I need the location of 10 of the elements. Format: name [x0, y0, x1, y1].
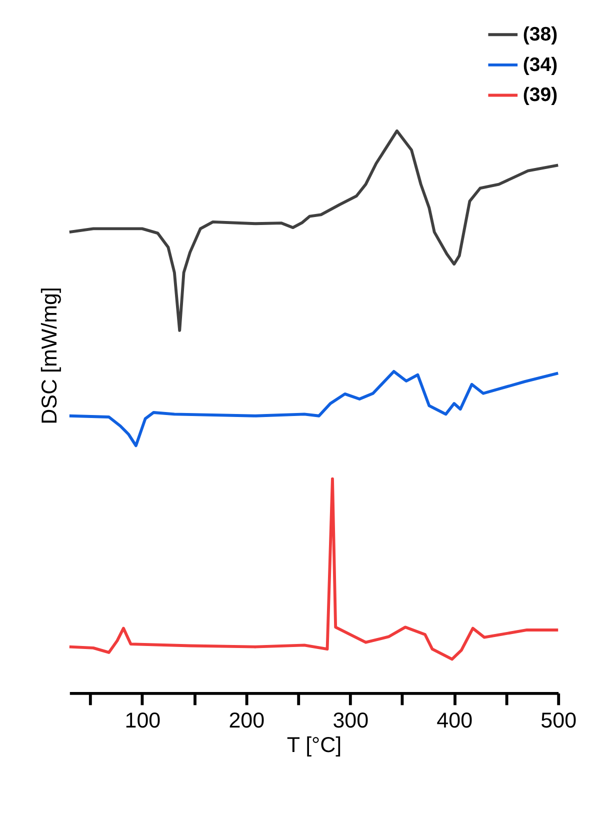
x-tick-label: 200 — [228, 708, 265, 733]
y-axis-title: DSC [mW/mg] — [38, 287, 62, 424]
x-axis-title: T [°C] — [286, 733, 342, 758]
x-tick-label: 100 — [124, 708, 161, 733]
legend-label: (34) — [522, 54, 558, 76]
legend-label: (39) — [522, 84, 558, 106]
x-tick-label: 300 — [332, 708, 369, 733]
x-tick-label: 400 — [436, 708, 473, 733]
x-tick-label: 500 — [540, 708, 577, 733]
legend-label: (38) — [522, 24, 558, 46]
